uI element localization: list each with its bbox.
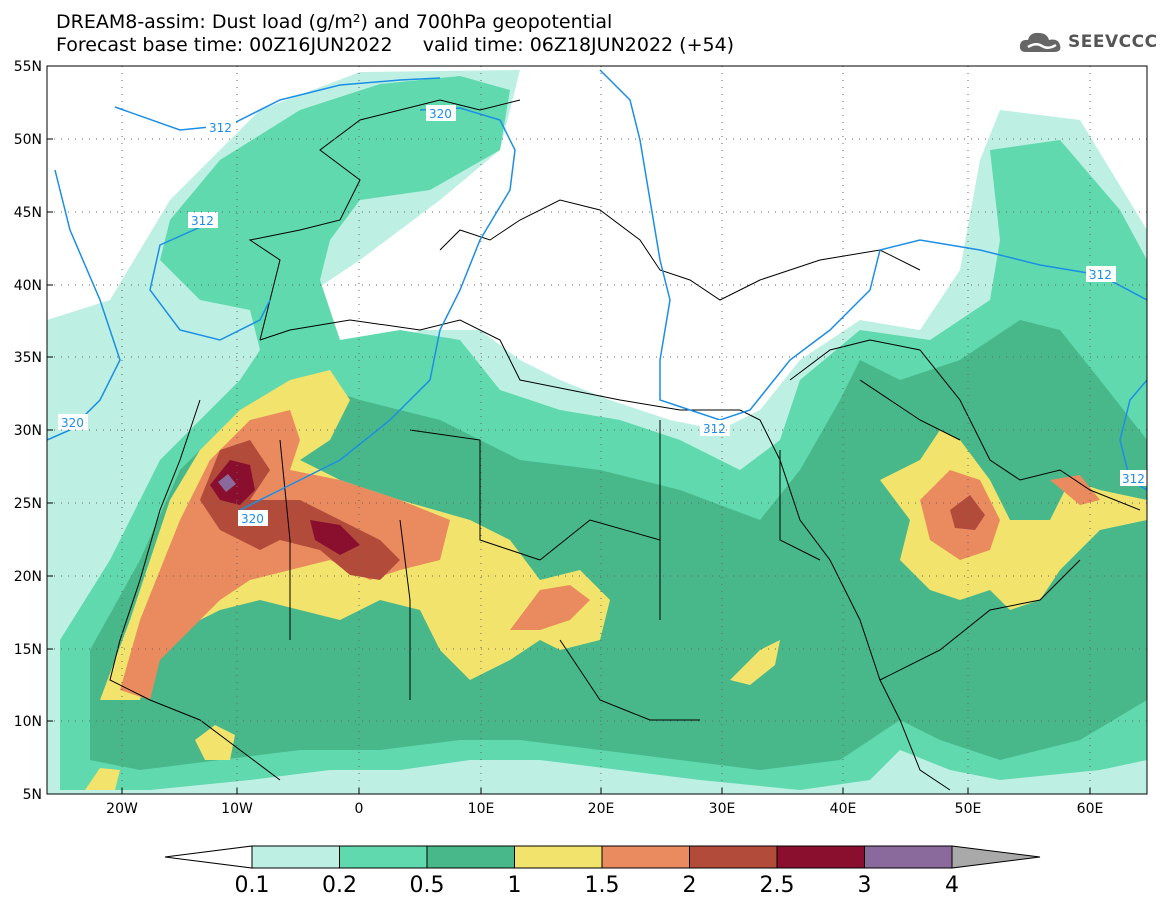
seevccc-logo: SEEVCCC	[1018, 27, 1158, 57]
dust-level-0.5	[90, 320, 1147, 770]
lat-tick-label: 50N	[14, 132, 42, 148]
contour-label: 312	[191, 214, 214, 228]
contour-320-europe	[239, 107, 516, 511]
chart-subtitle: Forecast base time: 00Z16JUN2022 valid t…	[56, 34, 735, 56]
dust-level-1-sw	[85, 768, 120, 790]
dust-level-1.5	[120, 410, 450, 700]
lat-tick-label: 10N	[14, 714, 42, 730]
colorbar-cell	[601, 845, 690, 869]
contour-label: 312	[703, 422, 726, 436]
colorbar-label: 3	[858, 873, 872, 898]
colorbar-cell	[689, 845, 778, 869]
gridlines	[47, 66, 1147, 794]
lon-tick-label: 10W	[221, 801, 253, 817]
lat-tick-label: 5N	[23, 787, 42, 803]
dust-level-3	[218, 474, 236, 492]
contour-label: 320	[61, 416, 84, 430]
colorbar-cell	[514, 845, 603, 869]
colorbar-labels: 0.1 0.2 0.5 1 1.5 2 2.5 3 4	[235, 873, 960, 898]
contour-312-north	[114, 77, 441, 131]
country-borders	[279, 379, 961, 721]
colorbar-cells	[251, 845, 953, 869]
dust-field	[47, 70, 1147, 794]
dust-level-2.5	[210, 460, 360, 555]
lat-tick-label: 40N	[14, 278, 42, 294]
lon-tick-label: 0	[355, 801, 364, 817]
coastline-arabia	[789, 339, 1141, 681]
colorbar-under-triangle	[164, 845, 253, 869]
colorbar-label: 2.5	[760, 873, 795, 898]
coastline-africa	[109, 319, 951, 791]
colorbar-label: 0.5	[410, 873, 445, 898]
lon-tick-label: 40E	[830, 801, 857, 817]
colorbar-label: 0.1	[235, 873, 270, 898]
coastline-europe	[248, 99, 921, 341]
contour-312-iberia	[149, 224, 271, 341]
latitude-axis: 55N 50N 45N 40N 35N 30N 25N 20N 15N 10N 5N	[14, 59, 53, 803]
lon-tick-label: 20W	[106, 801, 138, 817]
lat-tick-label: 20N	[14, 569, 42, 585]
dust-level-1-guinea	[195, 725, 235, 760]
cloud-icon	[1019, 32, 1061, 52]
lat-tick-label: 35N	[14, 350, 42, 366]
logo-text: SEEVCCC	[1068, 32, 1158, 52]
colorbar-cell	[426, 845, 515, 869]
colorbar-cell	[776, 845, 865, 869]
lon-tick-label: 10E	[468, 801, 495, 817]
colorbar-label: 4	[945, 873, 959, 898]
colorbar: 0.1 0.2 0.5 1 1.5 2 2.5 3 4	[164, 845, 1041, 898]
lon-tick-label: 30E	[709, 801, 736, 817]
colorbar-cell	[339, 845, 428, 869]
lat-tick-label: 45N	[14, 205, 42, 221]
contour-label: 320	[241, 512, 264, 526]
contour-label: 320	[429, 107, 452, 121]
contour-label: 312	[209, 121, 232, 135]
dust-level-2-arabia	[950, 495, 985, 530]
lat-tick-label: 55N	[14, 59, 42, 75]
colorbar-label: 0.2	[322, 873, 357, 898]
coastlines-borders	[109, 99, 1141, 791]
lon-tick-label: 20E	[588, 801, 615, 817]
contour-labels: 312 320 312 320 320 312 312 312	[58, 105, 1147, 526]
contour-label: 312	[1122, 472, 1145, 486]
lon-tick-label: 50E	[955, 801, 982, 817]
colorbar-cell	[251, 845, 340, 869]
chart-title: DREAM8-assim: Dust load (g/m²) and 700hP…	[56, 11, 613, 33]
lat-tick-label: 25N	[14, 496, 42, 512]
contour-312-east	[599, 69, 1147, 421]
colorbar-over-triangle	[951, 845, 1041, 869]
dust-level-1-sudan	[730, 640, 780, 685]
dust-level-1.5-chad	[510, 585, 590, 630]
lat-tick-label: 30N	[14, 423, 42, 439]
contour-label: 312	[1089, 268, 1112, 282]
lat-tick-label: 15N	[14, 642, 42, 658]
colorbar-cell	[864, 845, 953, 869]
colorbar-label: 1.5	[585, 873, 620, 898]
colorbar-label: 1	[508, 873, 522, 898]
colorbar-label: 2	[683, 873, 697, 898]
dust-level-1.5-oman	[1050, 475, 1100, 505]
lon-tick-label: 60E	[1077, 801, 1104, 817]
longitude-axis: 20W 10W 0 10E 20E 30E 40E 50E 60E	[106, 788, 1103, 817]
geopotential-contours	[47, 69, 1147, 511]
